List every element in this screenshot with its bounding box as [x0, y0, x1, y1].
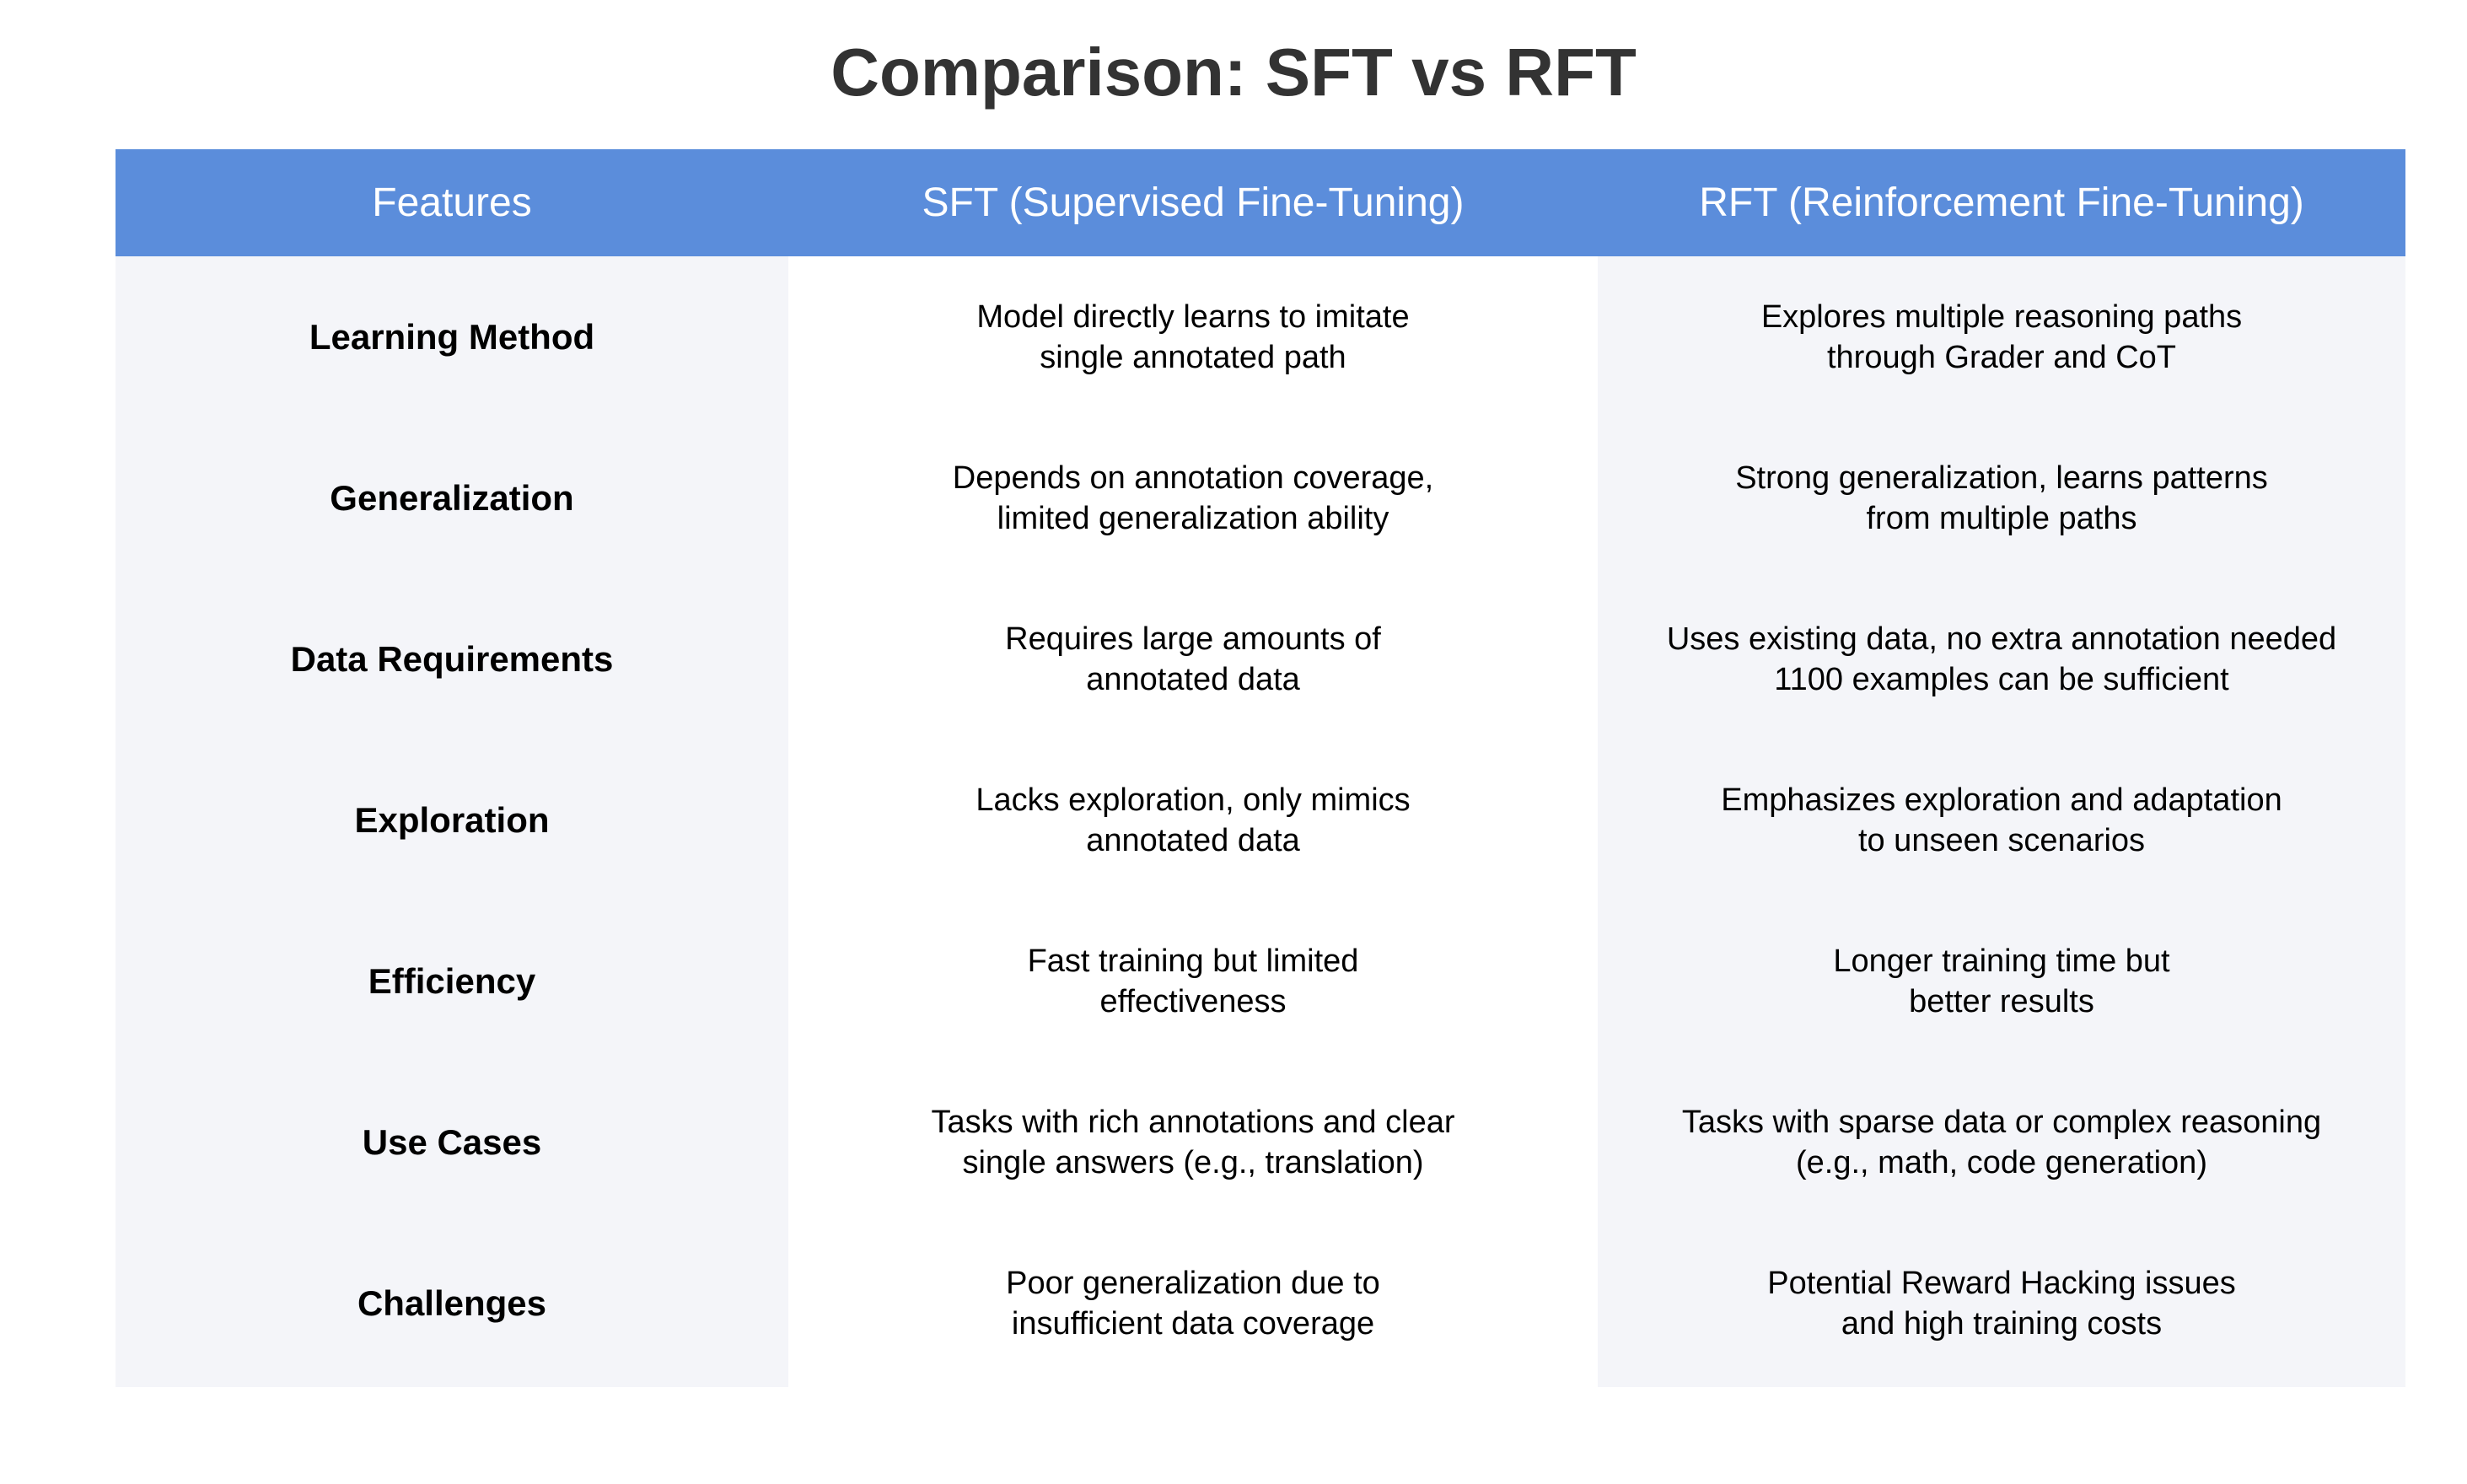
- sft-cell: Fast training but limited effectiveness: [788, 901, 1598, 1062]
- rft-cell-line: 1100 examples can be sufficient: [1774, 661, 2229, 697]
- table-row: Use Cases Tasks with rich annotations an…: [116, 1062, 2405, 1223]
- feature-label: Challenges: [357, 1282, 547, 1323]
- rft-cell-line: Strong generalization, learns patterns: [1735, 460, 2268, 496]
- sft-cell-line: annotated data: [1086, 661, 1300, 697]
- rft-cell: Longer training time but better results: [1598, 901, 2405, 1062]
- rft-cell: Tasks with sparse data or complex reason…: [1598, 1062, 2405, 1223]
- feature-label: Use Cases: [362, 1121, 542, 1162]
- header-sft: SFT (Supervised Fine-Tuning): [922, 180, 1465, 225]
- sft-cell: Depends on annotation coverage, limited g…: [788, 417, 1598, 578]
- rft-cell: Emphasizes exploration and adaptation to …: [1598, 739, 2405, 901]
- table-row: Generalization Depends on annotation cov…: [116, 417, 2405, 578]
- rft-cell-line: from multiple paths: [1866, 500, 2137, 536]
- feature-label: Efficiency: [368, 960, 536, 1001]
- rft-cell-line: to unseen scenarios: [1857, 822, 2146, 858]
- rft-cell: Uses existing data, no extra annotation …: [1598, 578, 2405, 739]
- rft-cell-line: Potential Reward Hacking issues: [1767, 1265, 2236, 1301]
- rft-cell-line: Explores multiple reasoning paths: [1760, 298, 2243, 335]
- rft-cell: Strong generalization, learns patterns fr…: [1598, 417, 2405, 578]
- sft-cell: Tasks with rich annotations and clear sin…: [788, 1062, 1598, 1223]
- sft-cell: Requires large amounts of annotated data: [788, 578, 1598, 739]
- sft-cell-line: single answers (e.g., translation): [962, 1144, 1424, 1180]
- rft-cell-line: Longer training time but: [1833, 943, 2170, 979]
- sft-column-background: [788, 256, 1598, 1387]
- rft-cell-line: (e.g., math, code generation): [1796, 1144, 2207, 1180]
- rft-cell-line: through Grader and CoT: [1826, 339, 2176, 375]
- sft-cell-line: insufficient data coverage: [1011, 1305, 1375, 1342]
- page-title: Comparison: SFT vs RFT: [830, 35, 1637, 110]
- table-row: Data Requirements Requires large amounts…: [116, 578, 2405, 739]
- comparison-table: Features SFT (Supervised Fine-Tuning) RF…: [116, 149, 2405, 1387]
- rft-cell-line: Emphasizes exploration and adaptation: [1721, 782, 2282, 818]
- sft-cell-line: Depends on annotation coverage,: [952, 460, 1434, 496]
- rft-cell: Potential Reward Hacking issues and high …: [1598, 1223, 2405, 1384]
- sft-cell-line: limited generalization ability: [997, 500, 1389, 536]
- rft-column-background: [1598, 256, 2405, 1387]
- feature-label: Data Requirements: [290, 638, 614, 679]
- table-row: Exploration Lacks exploration, only mimi…: [116, 739, 2405, 901]
- sft-cell-line: Lacks exploration, only mimics: [976, 782, 1411, 818]
- feature-label: Learning Method: [309, 316, 595, 357]
- header-features: Features: [372, 180, 532, 225]
- sft-cell-line: Model directly learns to imitate: [976, 298, 1410, 335]
- sft-cell-line: annotated data: [1086, 822, 1300, 858]
- sft-cell: Lacks exploration, only mimics annotated …: [788, 739, 1598, 901]
- sft-cell-line: Fast training but limited: [1027, 943, 1359, 979]
- header-rft: RFT (Reinforcement Fine-Tuning): [1699, 180, 2304, 225]
- feature-label: Generalization: [330, 477, 574, 518]
- sft-cell-line: Requires large amounts of: [1005, 621, 1381, 657]
- rft-cell-line: Uses existing data, no extra annotation …: [1666, 621, 2337, 657]
- sft-cell-line: Poor generalization due to: [1006, 1265, 1380, 1301]
- table-header: Features SFT (Supervised Fine-Tuning) RF…: [116, 149, 2405, 256]
- table-row: Challenges Poor generalization due to ins…: [116, 1223, 2405, 1384]
- sft-cell-line: single annotated path: [1040, 339, 1346, 375]
- sft-cell: Model directly learns to imitate single a…: [788, 256, 1598, 417]
- sft-cell-line: Tasks with rich annotations and clear: [931, 1104, 1455, 1140]
- features-column-background: [116, 256, 788, 1387]
- rft-cell-line: and high training costs: [1841, 1305, 2163, 1342]
- rft-cell-line: Tasks with sparse data or complex reason…: [1681, 1104, 2322, 1140]
- rft-cell-line: better results: [1909, 983, 2094, 1019]
- table-row: Efficiency Fast training but limited effe…: [116, 901, 2405, 1062]
- table-row: Learning Method Model directly learns to…: [116, 256, 2405, 417]
- sft-cell: Poor generalization due to insufficient d…: [788, 1223, 1598, 1384]
- sft-cell-line: effectiveness: [1099, 983, 1287, 1019]
- feature-label: Exploration: [354, 799, 550, 840]
- rft-cell: Explores multiple reasoning paths through…: [1598, 256, 2405, 417]
